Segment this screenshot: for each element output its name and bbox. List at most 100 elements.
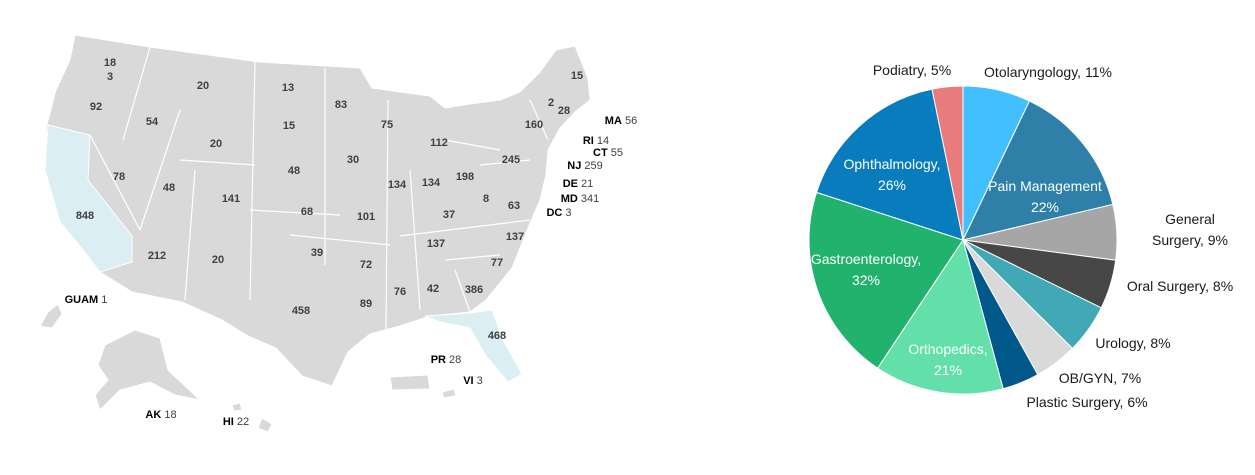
region-name: AK (145, 409, 161, 421)
region-label: 112 (430, 137, 448, 149)
region-label: 134 (388, 179, 407, 191)
region-label: 75 (381, 119, 393, 131)
region-label: 137 (506, 231, 524, 243)
region-label: 30 (347, 154, 359, 166)
region-label: VI 3 (463, 375, 483, 387)
pie-label-line: Pain Management (988, 178, 1102, 194)
region-label: 92 (90, 101, 102, 113)
region-label: NJ 259 (567, 160, 602, 172)
region-label: 20 (210, 138, 222, 150)
pie-label: Gastroenterology, 32% (811, 251, 921, 288)
pie-label: Pain Management 22% (988, 178, 1102, 215)
region-label: 48 (163, 182, 175, 194)
region-value: 18 (164, 409, 176, 421)
pie-label: Oral Surgery, 8% (1127, 278, 1233, 294)
region-value: 14 (597, 135, 609, 147)
region-label: HI 22 (223, 416, 249, 428)
pie-label-line: Podiatry, 5% (873, 62, 951, 78)
region-value: 22 (237, 416, 249, 428)
region-label: 37 (443, 209, 455, 221)
region-label: 386 (465, 284, 483, 296)
region-label: 134 (422, 177, 441, 189)
region-label: 468 (488, 330, 506, 342)
pie-label-line: Ophthalmology, (843, 156, 940, 172)
region-label: AK 18 (145, 409, 176, 421)
hawaii (231, 402, 243, 412)
region-label: 13 (282, 82, 294, 94)
pie-slice (931, 85, 964, 241)
region-name: DE (563, 178, 578, 190)
pie-label: Otolaryngology, 11% (984, 64, 1112, 80)
region-label: 2 (548, 97, 554, 109)
region-label: 15 (283, 120, 295, 132)
region-value: 21 (581, 178, 593, 190)
region-label: 78 (113, 171, 125, 183)
pie-label: Orthopedics, 21% (908, 341, 987, 378)
region-label: DC 3 (546, 207, 571, 219)
alaska (94, 329, 202, 411)
us-mainland (45, 34, 591, 387)
region-label: 20 (212, 254, 224, 266)
puerto-rico (389, 374, 431, 391)
region-name: PR (431, 354, 446, 366)
pie-label: OB/GYN, 7% (1059, 370, 1141, 386)
pie-label: General Surgery, 9% (1152, 211, 1228, 248)
region-value: 259 (584, 160, 602, 172)
region-label: 458 (292, 305, 310, 317)
region-label: PR 28 (431, 354, 462, 366)
region-label: 15 (571, 70, 583, 82)
region-label: 160 (525, 119, 543, 131)
region-label: 54 (146, 116, 159, 128)
map (39, 34, 591, 433)
region-name: NJ (567, 160, 581, 172)
region-label: 20 (197, 80, 209, 92)
region-label: DE 21 (563, 178, 594, 190)
region-label: 28 (558, 105, 570, 117)
pie-label-line: Gastroenterology, (811, 251, 921, 267)
region-value: 1 (101, 294, 107, 306)
region-label: 63 (508, 200, 520, 212)
pie-slice (962, 100, 1114, 241)
region-label: 76 (394, 286, 406, 298)
pie-slice (815, 88, 964, 241)
region-label: 89 (360, 298, 372, 310)
region-label: 198 (456, 171, 474, 183)
region-name: RI (583, 135, 594, 147)
florida (424, 309, 523, 383)
pie-label-line: 26% (878, 177, 906, 193)
region-value: 56 (625, 115, 637, 127)
pie-label-line: 22% (1031, 199, 1059, 215)
pie-label-line: Plastic Surgery, 6% (1026, 394, 1147, 410)
region-name: MD (561, 193, 578, 205)
region-label: 3 (107, 71, 113, 83)
region-label: 68 (301, 206, 313, 218)
region-label: GUAM 1 (65, 294, 108, 306)
virgin-islands (441, 388, 457, 399)
region-label: 42 (427, 283, 439, 295)
region-name: MA (605, 115, 622, 127)
region-label: 137 (427, 238, 445, 250)
region-value: 28 (449, 354, 461, 366)
region-label: CT 55 (593, 147, 623, 159)
hawaii-island (257, 417, 273, 433)
pie-slice (808, 191, 964, 369)
region-name: CT (593, 147, 608, 159)
pie-label-line: General (1165, 211, 1215, 227)
pie-slice (876, 238, 1004, 395)
region-label: 83 (335, 99, 347, 111)
region-label: 8 (483, 193, 489, 205)
region-name: GUAM (65, 294, 99, 306)
california (44, 124, 133, 273)
pie-label: Podiatry, 5% (873, 62, 951, 78)
region-label: 77 (491, 257, 503, 269)
region-label: 848 (76, 210, 94, 222)
state-borders (89, 46, 549, 331)
region-value: 3 (477, 375, 483, 387)
pie-label-line: 32% (852, 272, 880, 288)
region-label: MA 56 (605, 115, 637, 127)
region-label: RI 14 (583, 135, 609, 147)
pie-label-line: Surgery, 9% (1152, 232, 1228, 248)
region-value: 341 (581, 193, 599, 205)
